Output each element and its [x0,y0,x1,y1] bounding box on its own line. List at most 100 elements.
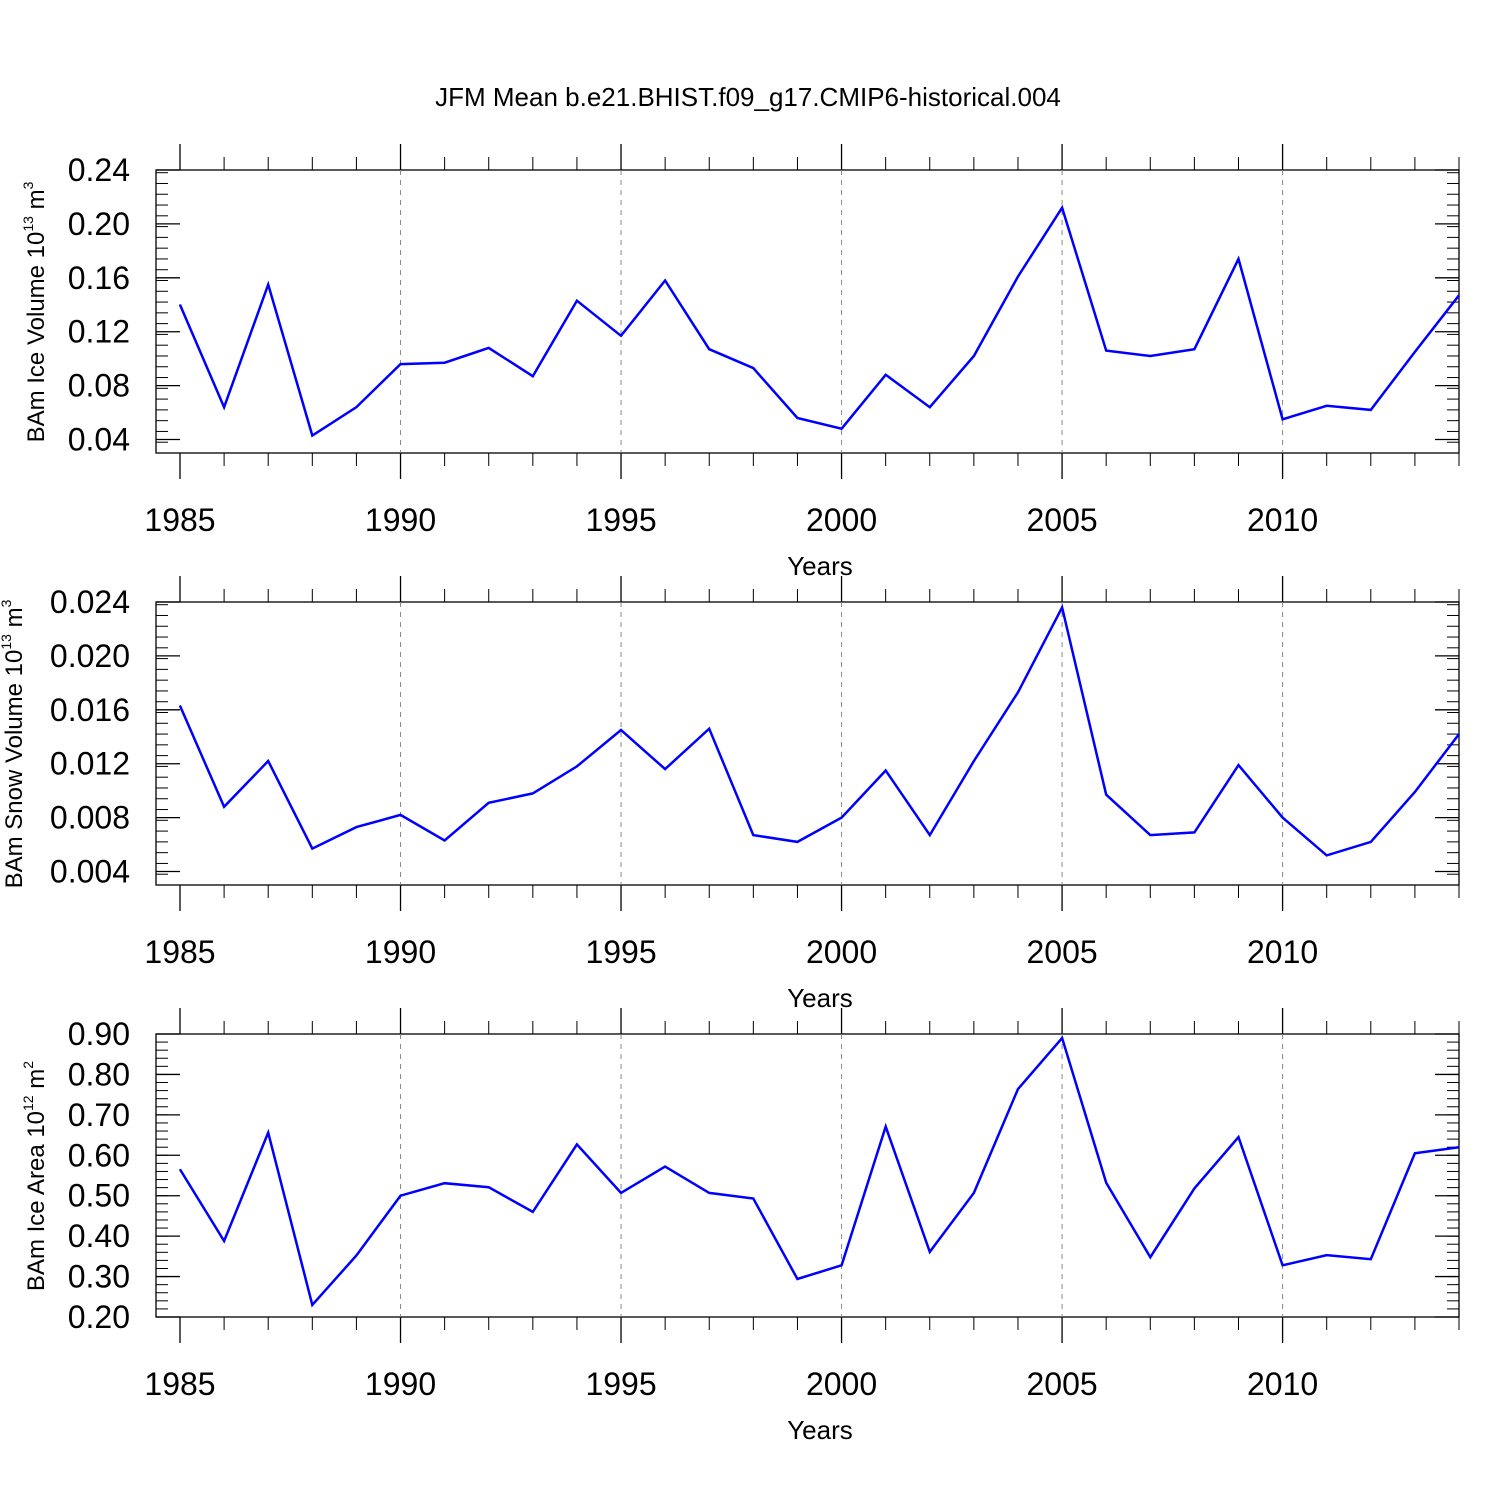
data-point [796,841,799,843]
data-point [444,839,446,842]
data-point [1326,854,1328,856]
data-point [1105,794,1107,796]
x-tick-label: 2000 [806,502,877,538]
data-point [267,760,269,762]
data-point [620,729,622,731]
y-tick-label: 0.70 [68,1097,130,1133]
data-point [752,834,754,836]
data-point [840,817,843,819]
data-point [973,760,975,762]
y-axis-label-part: 12 [20,1095,36,1111]
y-tick-label: 0.90 [68,1016,130,1052]
x-tick-label: 1985 [144,502,215,538]
data-point [223,806,225,808]
y-axis-label-part: 3 [20,181,36,189]
data-point [885,1125,887,1128]
y-tick-label: 0.04 [68,422,130,458]
y-tick-label: 0.16 [68,260,130,296]
x-tick-label: 1990 [365,502,436,538]
data-point [179,1168,181,1171]
data-point [576,1143,578,1145]
panels: 1985 1990 1995 2000 2005 2010 0.04 0.08 0.12 0.16… [0,144,1460,1445]
data-point [1061,606,1063,608]
data-point [664,279,666,282]
x-axis-label: Years [787,1415,853,1445]
y-tick-label: 0.008 [50,800,130,836]
plot-frame [155,1033,1460,1318]
y-tick-label: 0.60 [68,1137,130,1173]
data-point [444,362,446,364]
data-point [488,347,490,349]
x-tick-label: 1995 [585,502,656,538]
y-axis-label-part: BAm Snow Volume 10 [1,650,28,889]
y-tick-label: 0.20 [68,1299,130,1335]
data-point [1326,405,1328,407]
y-tick-label: 0.12 [68,314,130,350]
y-tick-label: 0.016 [50,692,130,728]
data-point [1458,733,1460,735]
data-point [708,1192,710,1194]
data-point [1370,841,1372,843]
data-point [1149,355,1151,357]
data-point [1414,1152,1416,1154]
data-point [532,375,534,377]
x-tick-label: 2005 [1026,1366,1097,1402]
data-point [532,792,534,794]
data-point [1061,207,1063,209]
data-point [929,406,931,408]
data-point [223,406,225,408]
y-tick-label: 0.20 [68,206,130,242]
x-tick-label: 2005 [1026,502,1097,538]
data-point [885,769,887,772]
y-tick-label: 0.004 [50,854,130,890]
y-axis-label-part: 3 [0,599,14,607]
series-line [178,204,1460,438]
data-point [576,765,578,768]
data-point [1414,351,1416,353]
y-tick-label: 0.024 [50,584,130,620]
data-point [1237,1136,1240,1138]
x-tick-label: 1990 [365,1366,436,1402]
x-tick-label: 2010 [1247,1366,1318,1402]
y-axis-label-part: 2 [20,1061,36,1069]
x-tick-label: 1995 [585,1366,656,1402]
data-point [399,814,402,816]
data-point [1193,348,1195,350]
y-tick-label: 0.012 [50,746,130,782]
data-point [1370,1258,1372,1260]
data-point [1281,817,1284,819]
x-tick-label: 2005 [1026,934,1097,970]
y-tick-label: 0.30 [68,1259,130,1295]
y-tick-label: 0.80 [68,1056,130,1092]
data-point [1017,1088,1019,1090]
data-point [664,768,666,770]
y-tick-label: 0.50 [68,1178,130,1214]
data-point [1458,294,1460,296]
y-axis-label-part: 13 [20,216,36,232]
y-axis-label: BAm Ice Volume 1013 m3 [20,181,50,442]
data-point [796,1278,799,1280]
data-point [267,283,269,286]
data-point [1237,258,1240,260]
y-axis-label-part: m [23,1069,50,1096]
data-point [973,1192,975,1194]
data-point [355,406,358,408]
data-point [1193,831,1195,834]
data-point [1017,275,1019,278]
data-point [840,1264,843,1266]
x-tick-label: 1990 [365,934,436,970]
data-point [752,367,754,369]
data-point [929,1251,931,1253]
data-point [1149,1256,1151,1258]
data-point [620,1192,622,1194]
data-point [885,374,887,376]
y-axis-label-part: 13 [0,634,14,650]
series-line [178,603,1460,857]
data-point [355,826,358,828]
y-tick-label: 0.24 [68,152,130,188]
chart-panel-1: 1985 1990 1995 2000 2005 2010 0.04 0.08 0.12 0.16… [20,144,1460,581]
x-tick-label: 2010 [1247,502,1318,538]
data-point [1061,1037,1063,1039]
data-point [179,705,181,707]
y-tick-label: 0.08 [68,368,130,404]
